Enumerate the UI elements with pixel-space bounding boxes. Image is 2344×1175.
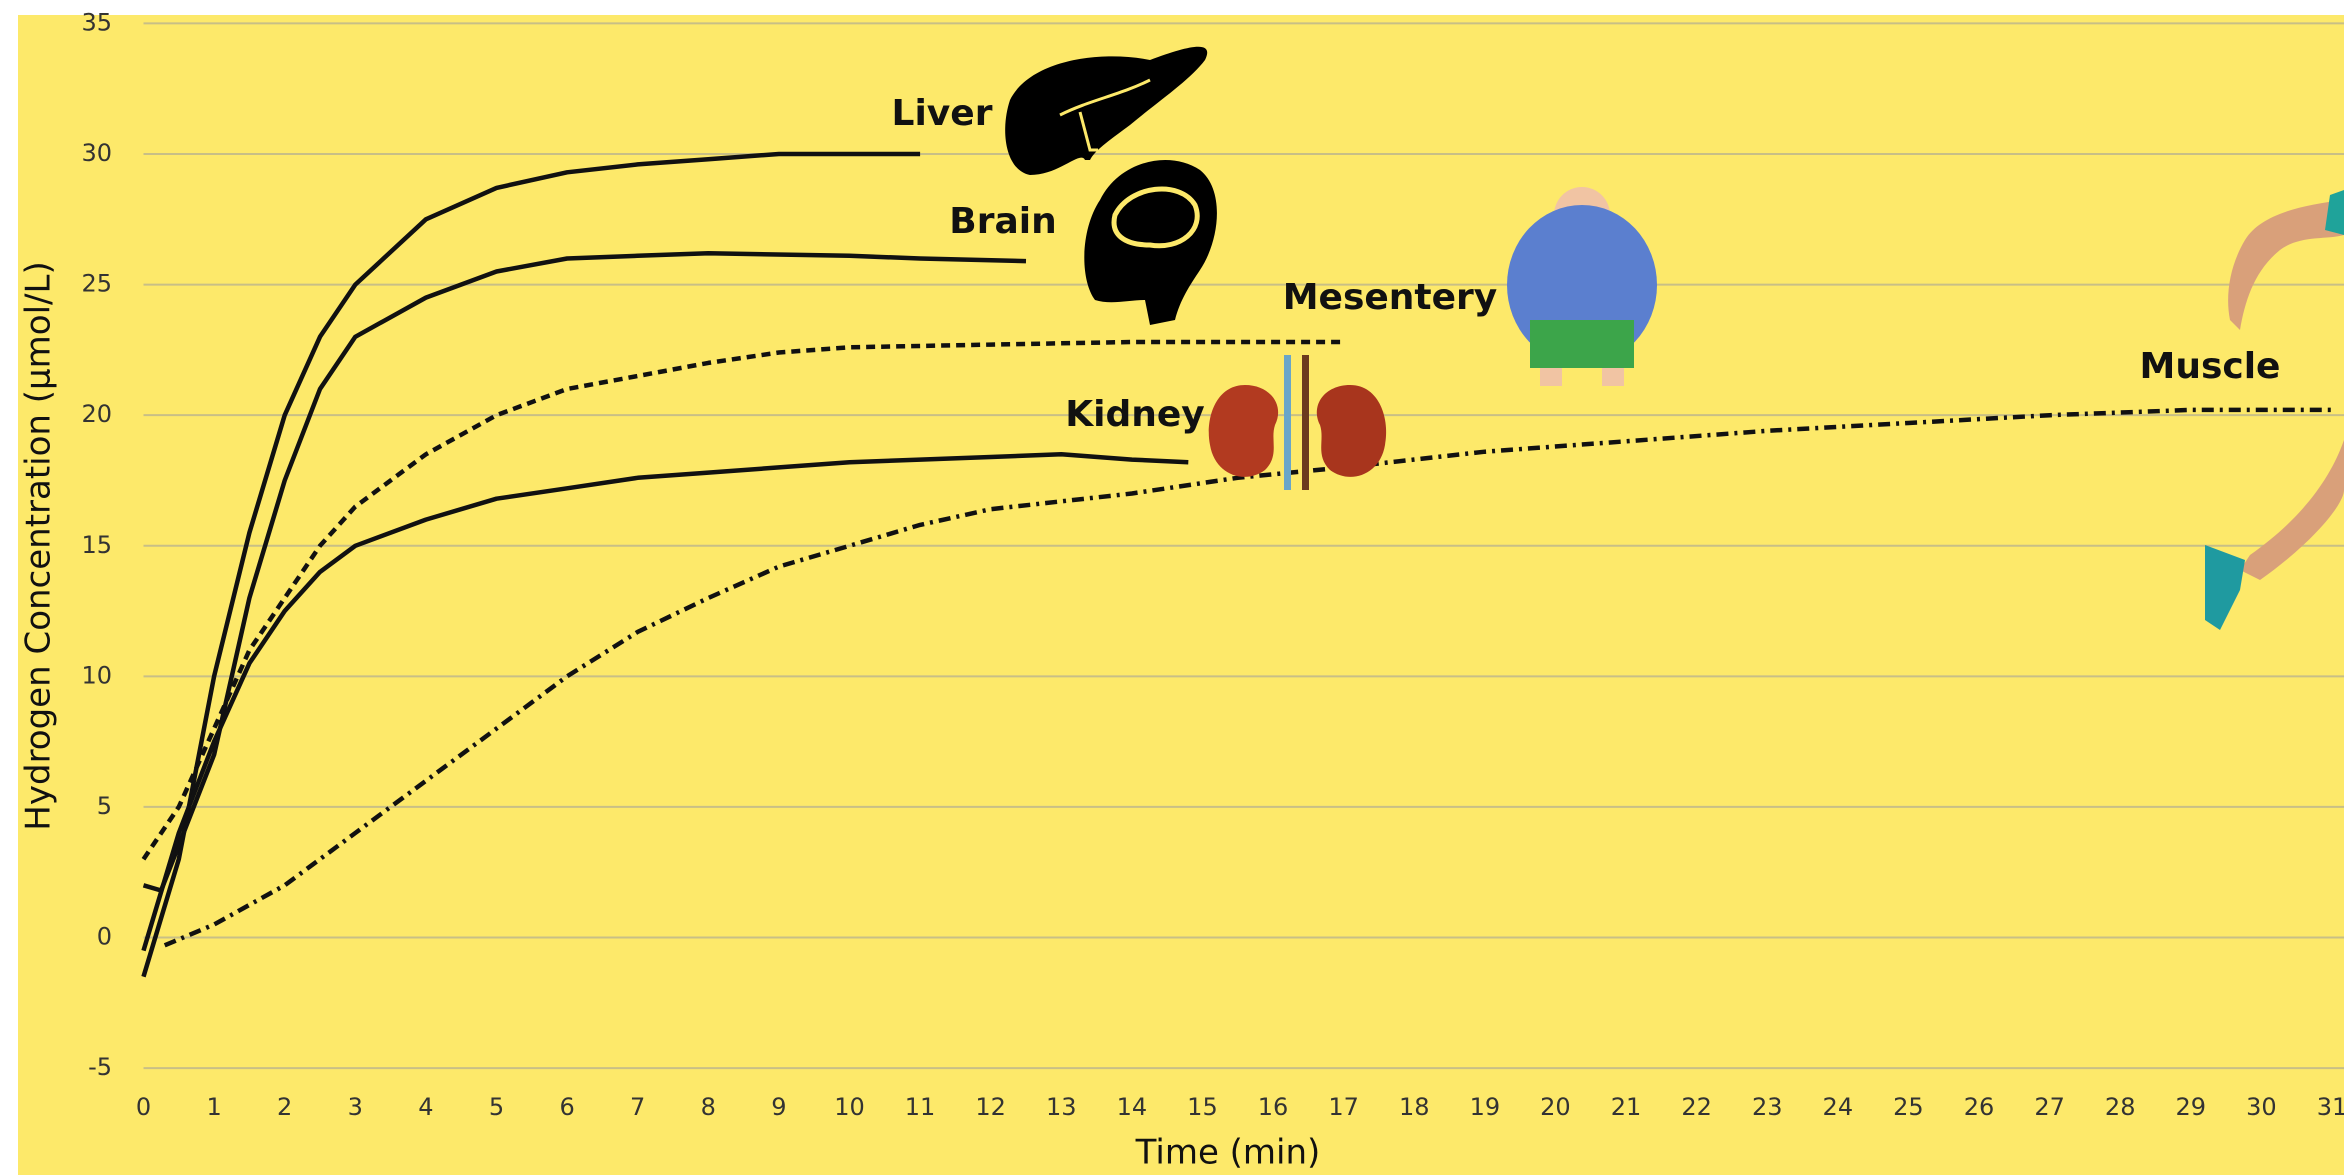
series-label: Mesentery xyxy=(1283,277,1498,318)
liver-icon xyxy=(1005,46,1208,176)
person-leg xyxy=(1602,368,1624,386)
x-tick-label: 3 xyxy=(348,1093,363,1121)
x-tick-label: 7 xyxy=(630,1093,645,1121)
runner-shirt xyxy=(2325,190,2344,235)
vessel xyxy=(1302,355,1309,490)
x-tick-label: 8 xyxy=(701,1093,716,1121)
y-tick-label: 15 xyxy=(81,531,112,559)
x-tick-label: 16 xyxy=(1258,1093,1289,1121)
x-tick-label: 9 xyxy=(771,1093,786,1121)
kidney-icon xyxy=(1208,355,1387,490)
y-tick-label: 10 xyxy=(81,661,112,689)
mesentery-icon xyxy=(1507,187,1657,386)
x-tick-label: 4 xyxy=(418,1093,433,1121)
x-tick-label: 18 xyxy=(1399,1093,1430,1121)
series-label: Liver xyxy=(892,93,993,134)
y-tick-label: 25 xyxy=(81,270,112,298)
x-tick-label: 1 xyxy=(206,1093,221,1121)
x-axis-title: Time (min) xyxy=(1135,1133,1321,1173)
x-tick-label: 15 xyxy=(1187,1093,1218,1121)
x-tick-label: 19 xyxy=(1470,1093,1501,1121)
liver-vessels xyxy=(1059,78,1151,152)
runner-leg xyxy=(2240,440,2344,580)
x-tick-label: 11 xyxy=(905,1093,936,1121)
x-tick-label: 12 xyxy=(975,1093,1006,1121)
series-label: Kidney xyxy=(1065,394,1205,435)
x-tick-label: 20 xyxy=(1540,1093,1571,1121)
series-label: Muscle xyxy=(2140,346,2281,387)
x-tick-label: 6 xyxy=(559,1093,574,1121)
series-line xyxy=(163,407,2332,948)
x-tick-label: 17 xyxy=(1328,1093,1359,1121)
x-tick-label: 2 xyxy=(277,1093,292,1121)
y-tick-label: 0 xyxy=(97,923,112,951)
series-label: Brain xyxy=(949,201,1056,242)
person-shorts xyxy=(1530,320,1634,368)
head-shape xyxy=(1084,160,1217,325)
x-tick-label: 5 xyxy=(489,1093,504,1121)
series-lines xyxy=(141,151,2332,978)
x-tick-label: 25 xyxy=(1893,1093,1924,1121)
y-tick-label: 30 xyxy=(81,139,112,167)
x-tick-label: 23 xyxy=(1752,1093,1783,1121)
y-tick-label: 20 xyxy=(81,400,112,428)
kidney-right xyxy=(1316,385,1387,477)
brain-outline xyxy=(1111,186,1200,249)
y-tick-label: -5 xyxy=(88,1053,112,1081)
x-tick-label: 30 xyxy=(2246,1093,2277,1121)
x-tick-label: 22 xyxy=(1681,1093,1712,1121)
x-tick-label: 21 xyxy=(1611,1093,1642,1121)
runner-arm xyxy=(2228,200,2344,330)
x-tick-label: 29 xyxy=(2176,1093,2207,1121)
person-leg xyxy=(1540,368,1562,386)
x-tick-label: 0 xyxy=(136,1093,151,1121)
head-icon xyxy=(1084,160,1217,325)
x-tick-label: 10 xyxy=(834,1093,865,1121)
y-tick-label: 35 xyxy=(81,8,112,36)
y-axis-title: Hydrogen Concentration (μmol/L) xyxy=(19,261,59,830)
runner-shoe xyxy=(2205,545,2245,630)
series-line xyxy=(141,452,1189,952)
kidney-left xyxy=(1208,385,1279,477)
series-line xyxy=(142,250,1027,893)
x-tick-label: 24 xyxy=(1823,1093,1854,1121)
x-tick-label: 13 xyxy=(1046,1093,1077,1121)
x-tick-label: 14 xyxy=(1117,1093,1148,1121)
y-tick-label: 5 xyxy=(97,792,112,820)
series-line xyxy=(141,339,1344,861)
x-tick-label: 28 xyxy=(2105,1093,2136,1121)
ureter xyxy=(1284,355,1291,490)
liver-shape xyxy=(1005,46,1208,176)
x-tick-label: 27 xyxy=(2034,1093,2065,1121)
series-line xyxy=(141,151,921,978)
x-tick-label: 26 xyxy=(1964,1093,1995,1121)
x-tick-label: 31 xyxy=(2317,1093,2344,1121)
runner-icon xyxy=(2205,190,2344,630)
